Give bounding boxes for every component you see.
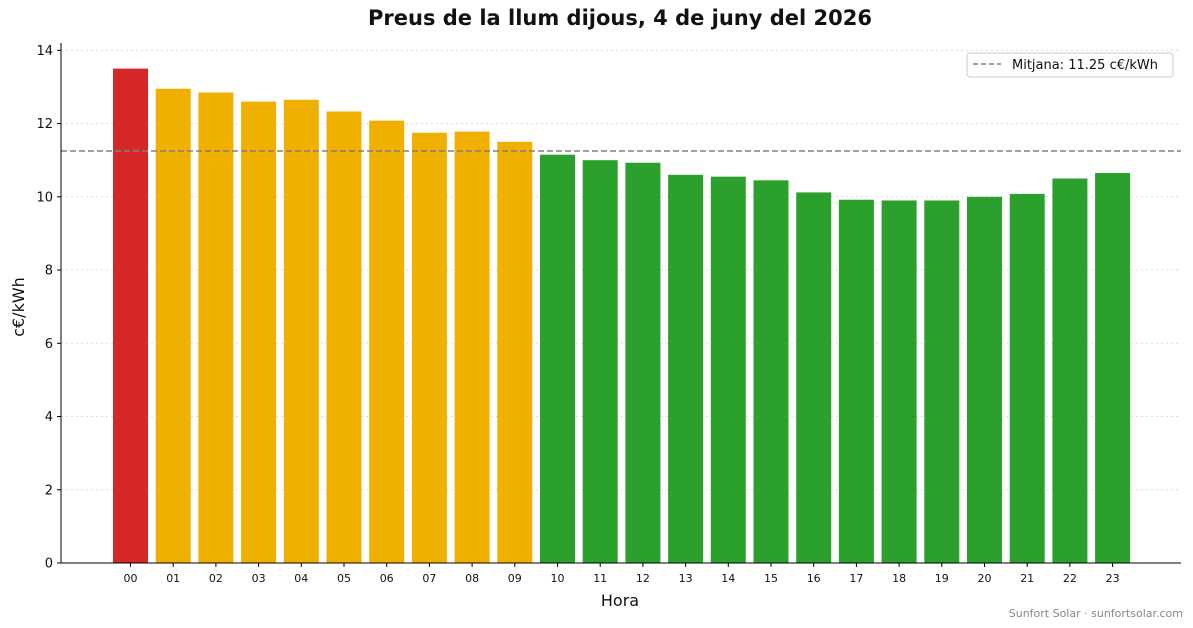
bar-hour-06 bbox=[369, 120, 405, 564]
x-tick-label: 20 bbox=[978, 572, 992, 585]
y-ticks: 0 2 4 6 8 10 12 14 bbox=[36, 44, 61, 572]
x-tick-label: 21 bbox=[1020, 572, 1034, 585]
x-tick-label: 06 bbox=[380, 572, 394, 585]
legend-average-label: Mitjana: 11.25 c€/kWh bbox=[1012, 58, 1158, 73]
x-tick-label: 12 bbox=[636, 572, 650, 585]
bar-hour-03 bbox=[241, 101, 277, 563]
bar-hour-07 bbox=[411, 132, 447, 563]
x-tick-label: 11 bbox=[593, 572, 607, 585]
x-tick-label: 22 bbox=[1063, 572, 1077, 585]
x-tick-label: 23 bbox=[1106, 572, 1120, 585]
x-tick-label: 19 bbox=[935, 572, 949, 585]
x-ticks: 00 01 02 03 04 05 06 07 08 09 10 11 12 13 14 15 16 17 18 19… bbox=[124, 563, 1120, 585]
x-tick-label: 01 bbox=[166, 572, 180, 585]
chart-title: Preus de la llum dijous, 4 de juny del 2… bbox=[368, 6, 872, 30]
x-tick-label: 03 bbox=[252, 572, 266, 585]
x-tick-label: 10 bbox=[551, 572, 565, 585]
bar-hour-19 bbox=[924, 200, 960, 563]
y-tick-label: 8 bbox=[45, 264, 53, 279]
y-tick-label: 12 bbox=[36, 117, 53, 132]
bar-hour-01 bbox=[155, 88, 191, 563]
legend-box bbox=[966, 52, 1174, 78]
bar-hour-02 bbox=[198, 92, 234, 564]
bar-hour-15 bbox=[753, 180, 789, 563]
x-tick-label: 05 bbox=[337, 572, 351, 585]
bars bbox=[113, 68, 1131, 564]
x-tick-label: 08 bbox=[465, 572, 479, 585]
bar-hour-20 bbox=[967, 196, 1002, 564]
y-tick-label: 4 bbox=[45, 410, 53, 425]
bar-hour-12 bbox=[625, 162, 661, 564]
x-tick-label: 14 bbox=[721, 572, 735, 585]
x-axis-label: Hora bbox=[601, 591, 639, 610]
x-tick-label: 09 bbox=[508, 572, 522, 585]
bar-hour-08 bbox=[454, 131, 490, 563]
bar-hour-14 bbox=[710, 176, 746, 563]
bar-hour-00 bbox=[113, 68, 148, 564]
bar-hour-09 bbox=[497, 141, 533, 564]
bar-hour-13 bbox=[668, 174, 704, 563]
x-tick-label: 02 bbox=[209, 572, 223, 585]
bar-hour-18 bbox=[881, 200, 917, 563]
y-tick-label: 10 bbox=[36, 190, 53, 205]
legend: Mitjana: 11.25 c€/kWh bbox=[966, 52, 1174, 78]
y-tick-label: 0 bbox=[45, 557, 53, 572]
bar-hour-23 bbox=[1095, 173, 1131, 563]
axes bbox=[60, 43, 1181, 564]
x-tick-label: 00 bbox=[124, 572, 138, 585]
bar-hour-22 bbox=[1052, 178, 1088, 563]
bar-hour-21 bbox=[1009, 193, 1045, 564]
y-axis-label: c€/kWh bbox=[9, 277, 28, 337]
y-tick-label: 6 bbox=[45, 337, 53, 352]
x-tick-label: 07 bbox=[422, 572, 436, 585]
y-tick-label: 2 bbox=[45, 483, 53, 498]
x-tick-label: 17 bbox=[849, 572, 863, 585]
bar-hour-04 bbox=[283, 99, 319, 564]
credit-text: Sunfort Solar · sunfortsolar.com bbox=[1009, 607, 1183, 620]
y-tick-label: 14 bbox=[36, 44, 53, 59]
x-tick-label: 15 bbox=[764, 572, 778, 585]
bar-hour-16 bbox=[796, 192, 832, 563]
x-tick-label: 18 bbox=[892, 572, 906, 585]
bar-hour-11 bbox=[582, 160, 618, 563]
bar-hour-17 bbox=[838, 199, 874, 563]
bar-hour-05 bbox=[326, 111, 362, 563]
x-tick-label: 04 bbox=[294, 572, 308, 585]
bar-hour-10 bbox=[540, 154, 575, 564]
x-tick-label: 16 bbox=[807, 572, 821, 585]
x-tick-label: 13 bbox=[679, 572, 693, 585]
